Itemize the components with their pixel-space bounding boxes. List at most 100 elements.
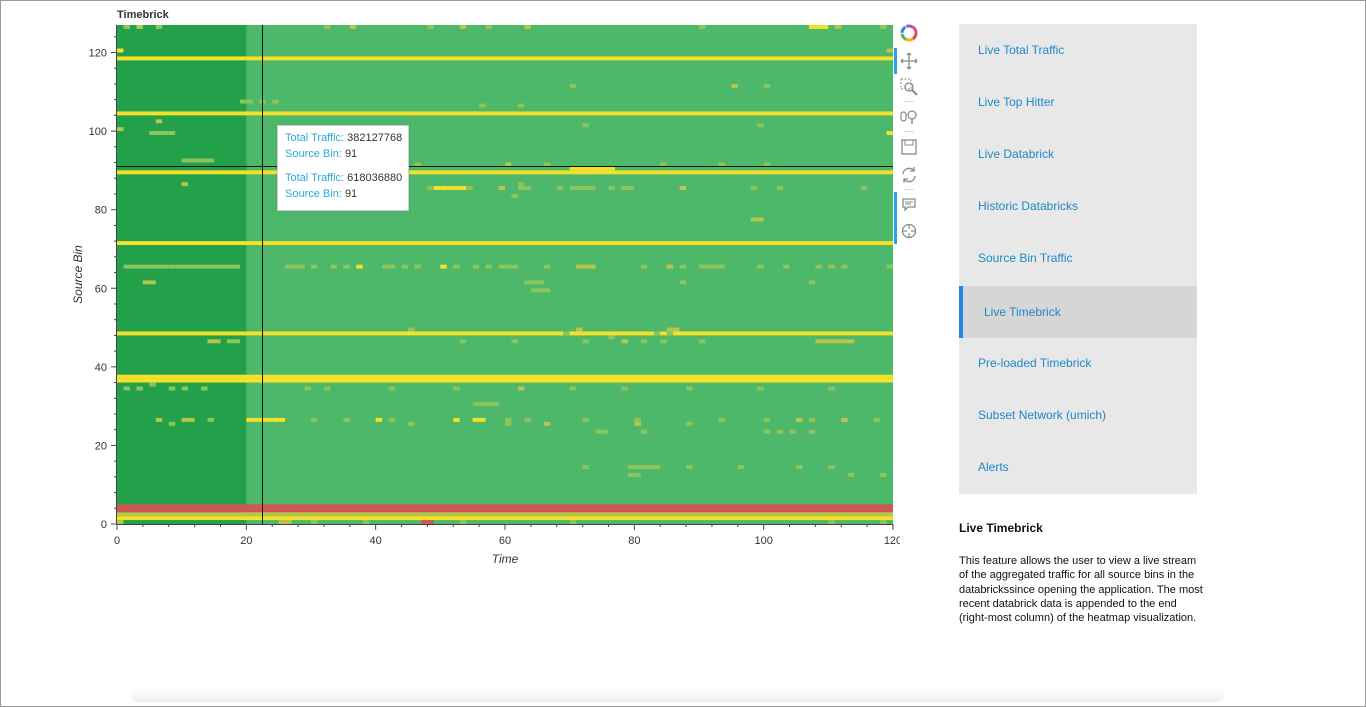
nav-item-source-bin-traffic[interactable]: Source Bin Traffic — [959, 232, 1197, 284]
heatmap-cell — [530, 288, 538, 293]
heatmap-cell — [207, 339, 214, 344]
heatmap-cell — [582, 123, 590, 128]
heatmap-cell — [188, 417, 195, 422]
heatmap-cell — [233, 339, 240, 344]
heatmap-row-band — [117, 111, 893, 116]
tooltip-bin-row: Source Bin: 91 — [285, 148, 357, 160]
y-tick-label: 80 — [95, 205, 107, 217]
heatmap-cell — [660, 339, 667, 344]
nav-item-alerts[interactable]: Alerts — [959, 441, 1197, 493]
heatmap-cell — [207, 158, 214, 163]
box-zoom-icon[interactable] — [900, 78, 918, 96]
heatmap-cell — [634, 472, 641, 477]
heatmap-cell — [298, 264, 305, 269]
wheel-zoom-icon[interactable] — [900, 108, 918, 126]
heatmap-cell — [705, 264, 712, 269]
heatmap-cell — [660, 162, 667, 167]
heatmap-cell — [621, 386, 628, 391]
heatmap-cell — [757, 217, 764, 222]
heatmap-cell — [796, 465, 803, 469]
heatmap-cell — [414, 264, 421, 269]
heatmap-cell — [569, 186, 577, 191]
save-icon[interactable] — [900, 138, 918, 156]
toolbar-divider — [904, 131, 914, 132]
nav-item-subset-network[interactable]: Subset Network (umich) — [959, 389, 1197, 441]
nav-item-pre-loaded-timebrick[interactable]: Pre-loaded Timebrick — [959, 337, 1197, 389]
hover-icon[interactable] — [900, 196, 918, 214]
tooltip-traffic-label: Total Traffic: — [285, 172, 345, 184]
heatmap-cell — [194, 158, 202, 163]
heatmap-cell — [175, 264, 182, 269]
heatmap-cell — [789, 429, 796, 434]
heatmap-cell — [311, 264, 318, 269]
heatmap-cell — [750, 186, 758, 191]
timebrick-heatmap[interactable]: 0 20 40 60 80 100 120 0 20 40 60 80 100 120 Time Sour… — [60, 20, 900, 580]
heatmap-cell — [808, 280, 816, 285]
nav-item-label: Live Top Hitter — [978, 95, 1055, 109]
heatmap-cell — [543, 421, 551, 426]
heatmap-dark-columns — [117, 25, 247, 524]
sidebar-nav: Live Total Traffic Live Top Hitter Live … — [959, 24, 1197, 494]
heatmap-cell — [226, 339, 234, 344]
description-title: Live Timebrick — [959, 521, 1043, 535]
heatmap-cell — [634, 465, 641, 469]
heatmap-cell — [472, 402, 480, 407]
heatmap-cell — [149, 131, 156, 136]
heatmap-cell — [408, 421, 415, 426]
heatmap-cell — [311, 520, 318, 524]
heatmap-cell — [155, 417, 163, 422]
heatmap-cell — [408, 327, 415, 332]
x-tick-label: 120 — [884, 535, 900, 547]
heatmap-cell — [841, 264, 848, 269]
heatmap-cell — [181, 158, 189, 163]
heatmap-cell — [498, 264, 505, 269]
heatmap-cell — [188, 264, 195, 269]
heatmap-cell — [582, 417, 590, 422]
heatmap-cell — [634, 417, 641, 422]
heatmap-cell — [776, 429, 784, 434]
nav-item-live-top-hitter[interactable]: Live Top Hitter — [959, 76, 1197, 128]
nav-item-live-total-traffic[interactable]: Live Total Traffic — [959, 24, 1197, 76]
heatmap-cell — [828, 386, 835, 391]
heatmap-cell — [479, 402, 486, 407]
crosshair-icon[interactable] — [900, 222, 918, 240]
heatmap-cell — [796, 417, 803, 422]
heatmap-cell — [485, 264, 493, 269]
heatmap-cell — [117, 48, 124, 53]
heatmap-cell — [401, 264, 408, 269]
bokeh-logo-icon[interactable] — [900, 24, 918, 42]
heatmap-cell — [666, 331, 674, 336]
tooltip-bin-label: Source Bin: — [285, 148, 342, 160]
heatmap-cell — [207, 264, 214, 269]
heatmap-cell — [608, 166, 615, 171]
heatmap-cell — [821, 25, 829, 29]
heatmap-cell — [181, 264, 189, 269]
reset-icon[interactable] — [900, 166, 918, 184]
heatmap-cell — [265, 417, 273, 422]
heatmap-row-band — [117, 374, 893, 379]
heatmap-cell — [543, 288, 551, 293]
nav-item-live-timebrick[interactable]: Live Timebrick — [959, 286, 1197, 338]
y-tick-label: 0 — [101, 519, 107, 531]
heatmap-cell — [459, 339, 467, 344]
heatmap-cell — [117, 520, 124, 524]
description-text: This feature allows the user to view a l… — [959, 555, 1203, 625]
heatmap-cell — [640, 264, 648, 269]
tooltip-traffic-value: 618036880 — [347, 172, 403, 184]
nav-item-live-databrick[interactable]: Live Databrick — [959, 128, 1197, 180]
active-tool-indicator — [894, 48, 897, 74]
heatmap-cell — [634, 421, 641, 426]
toolbar-divider — [904, 189, 914, 190]
heatmap-cell — [440, 264, 447, 269]
hover-tooltip: Total Traffic: 382127768 Source Bin: 91 … — [277, 125, 409, 211]
heatmap-cell — [136, 264, 143, 269]
y-tick-label: 100 — [89, 126, 107, 138]
nav-item-historic-databricks[interactable]: Historic Databricks — [959, 180, 1197, 232]
x-axis-label: Time — [492, 552, 519, 566]
pan-icon[interactable] — [900, 52, 918, 70]
heatmap-cell — [880, 25, 887, 29]
heatmap-cell — [589, 264, 596, 269]
heatmap-cell — [505, 421, 512, 426]
heatmap-row-band — [117, 516, 893, 521]
heatmap-cell — [589, 166, 596, 171]
